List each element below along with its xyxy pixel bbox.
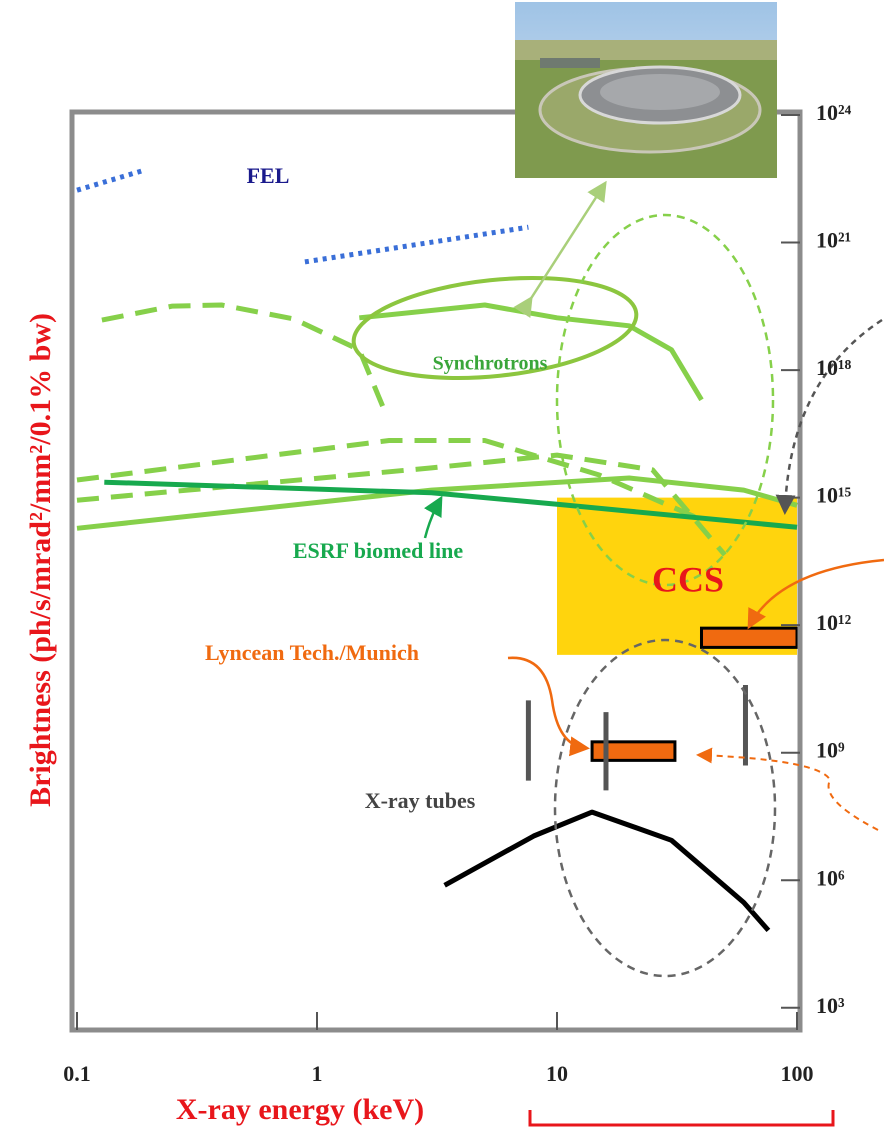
series-line (102, 305, 384, 409)
annotation: X-ray tubes (365, 788, 476, 813)
range-bracket (530, 1110, 833, 1125)
y-tick-label: 10²¹ (816, 228, 851, 253)
source-arrow (700, 755, 878, 830)
y-tick-label: 10¹² (816, 610, 852, 635)
chart: Brightness (ph/s/mrad²/mm²/0.1% bw) X-ra… (0, 0, 884, 1147)
annotation: Lyncean Tech./Munich (205, 640, 419, 665)
esrf-arrow (425, 500, 440, 538)
lyncean-arrow (508, 658, 585, 748)
annotation: ESRF biomed line (293, 538, 464, 563)
x-tick-label: 1 (312, 1061, 323, 1086)
source-box (701, 628, 797, 647)
annotation: FEL (247, 163, 290, 188)
y-tick-label: 10⁶ (816, 865, 845, 890)
y-tick-label: 10¹⁸ (816, 355, 852, 380)
series-line (445, 812, 769, 930)
tube-range-ellipse (555, 640, 775, 976)
x-tick-label: 10 (546, 1061, 568, 1086)
y-tick-label: 10²⁴ (816, 100, 852, 125)
y-axis-label: Brightness (ph/s/mrad²/mm²/0.1% bw) (24, 313, 57, 807)
x-tick-label: 0.1 (63, 1061, 91, 1086)
y-tick-label: 10¹⁵ (816, 483, 852, 508)
x-tick-label: 100 (781, 1061, 814, 1086)
facility-photo (515, 2, 777, 178)
y-tick-label: 10⁹ (816, 738, 845, 763)
x-axis-label: X-ray energy (keV) (176, 1093, 424, 1126)
y-tick-label: 10³ (816, 993, 845, 1018)
series-line (77, 170, 528, 262)
annotation: Synchrotrons (433, 353, 548, 375)
annotation: CCS (652, 559, 724, 599)
